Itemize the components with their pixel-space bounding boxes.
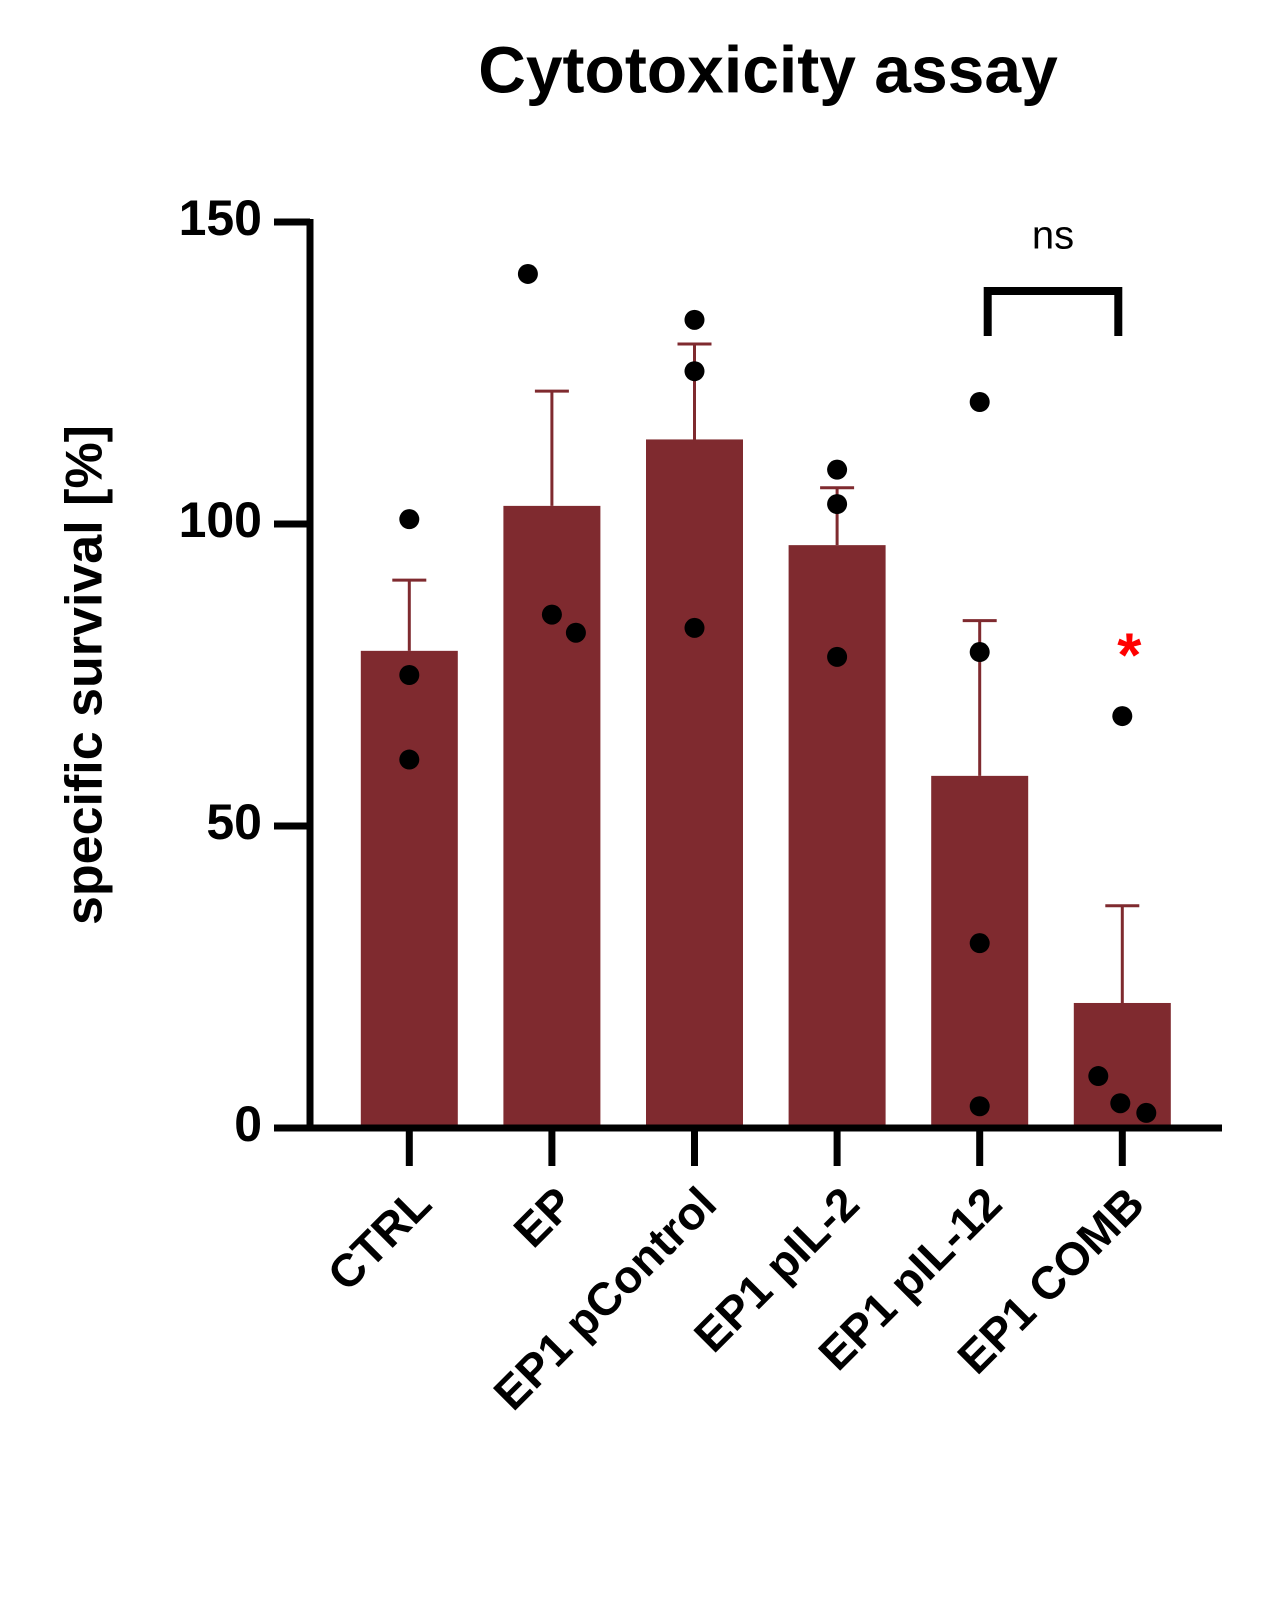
data-point bbox=[969, 642, 990, 663]
data-point bbox=[1136, 1102, 1157, 1123]
bar bbox=[503, 505, 601, 1128]
data-point bbox=[399, 665, 420, 685]
bar bbox=[646, 439, 743, 1128]
data-point bbox=[684, 361, 705, 382]
data-point bbox=[969, 933, 990, 954]
data-point bbox=[399, 749, 420, 770]
data-point bbox=[517, 263, 538, 284]
annotation: ns bbox=[1032, 214, 1074, 258]
data-point bbox=[827, 494, 848, 515]
data-point bbox=[1112, 706, 1133, 727]
x-tick-label: CTRL bbox=[317, 1177, 440, 1300]
y-tick-label: 0 bbox=[234, 1096, 262, 1152]
y-tick-label: 150 bbox=[179, 190, 262, 246]
data-point bbox=[1088, 1066, 1109, 1087]
data-point bbox=[969, 1096, 990, 1117]
data-point bbox=[827, 646, 848, 667]
bar bbox=[360, 650, 458, 1128]
data-point bbox=[565, 622, 586, 643]
data-point bbox=[827, 459, 848, 480]
data-point bbox=[684, 617, 705, 638]
bar bbox=[788, 545, 886, 1128]
data-point bbox=[399, 509, 420, 530]
y-tick-label: 100 bbox=[179, 492, 262, 548]
data-point bbox=[684, 309, 705, 330]
y-axis-label: specific survival [%] bbox=[56, 425, 114, 925]
data-point bbox=[541, 604, 562, 625]
significance-bracket bbox=[983, 287, 1123, 336]
data-point bbox=[969, 391, 990, 412]
annotation: * bbox=[1117, 621, 1142, 690]
y-tick-label: 50 bbox=[206, 794, 262, 850]
chart-title: Cytotoxicity assay bbox=[478, 32, 1058, 106]
data-point bbox=[1110, 1093, 1131, 1114]
x-tick-label: EP bbox=[503, 1177, 583, 1257]
